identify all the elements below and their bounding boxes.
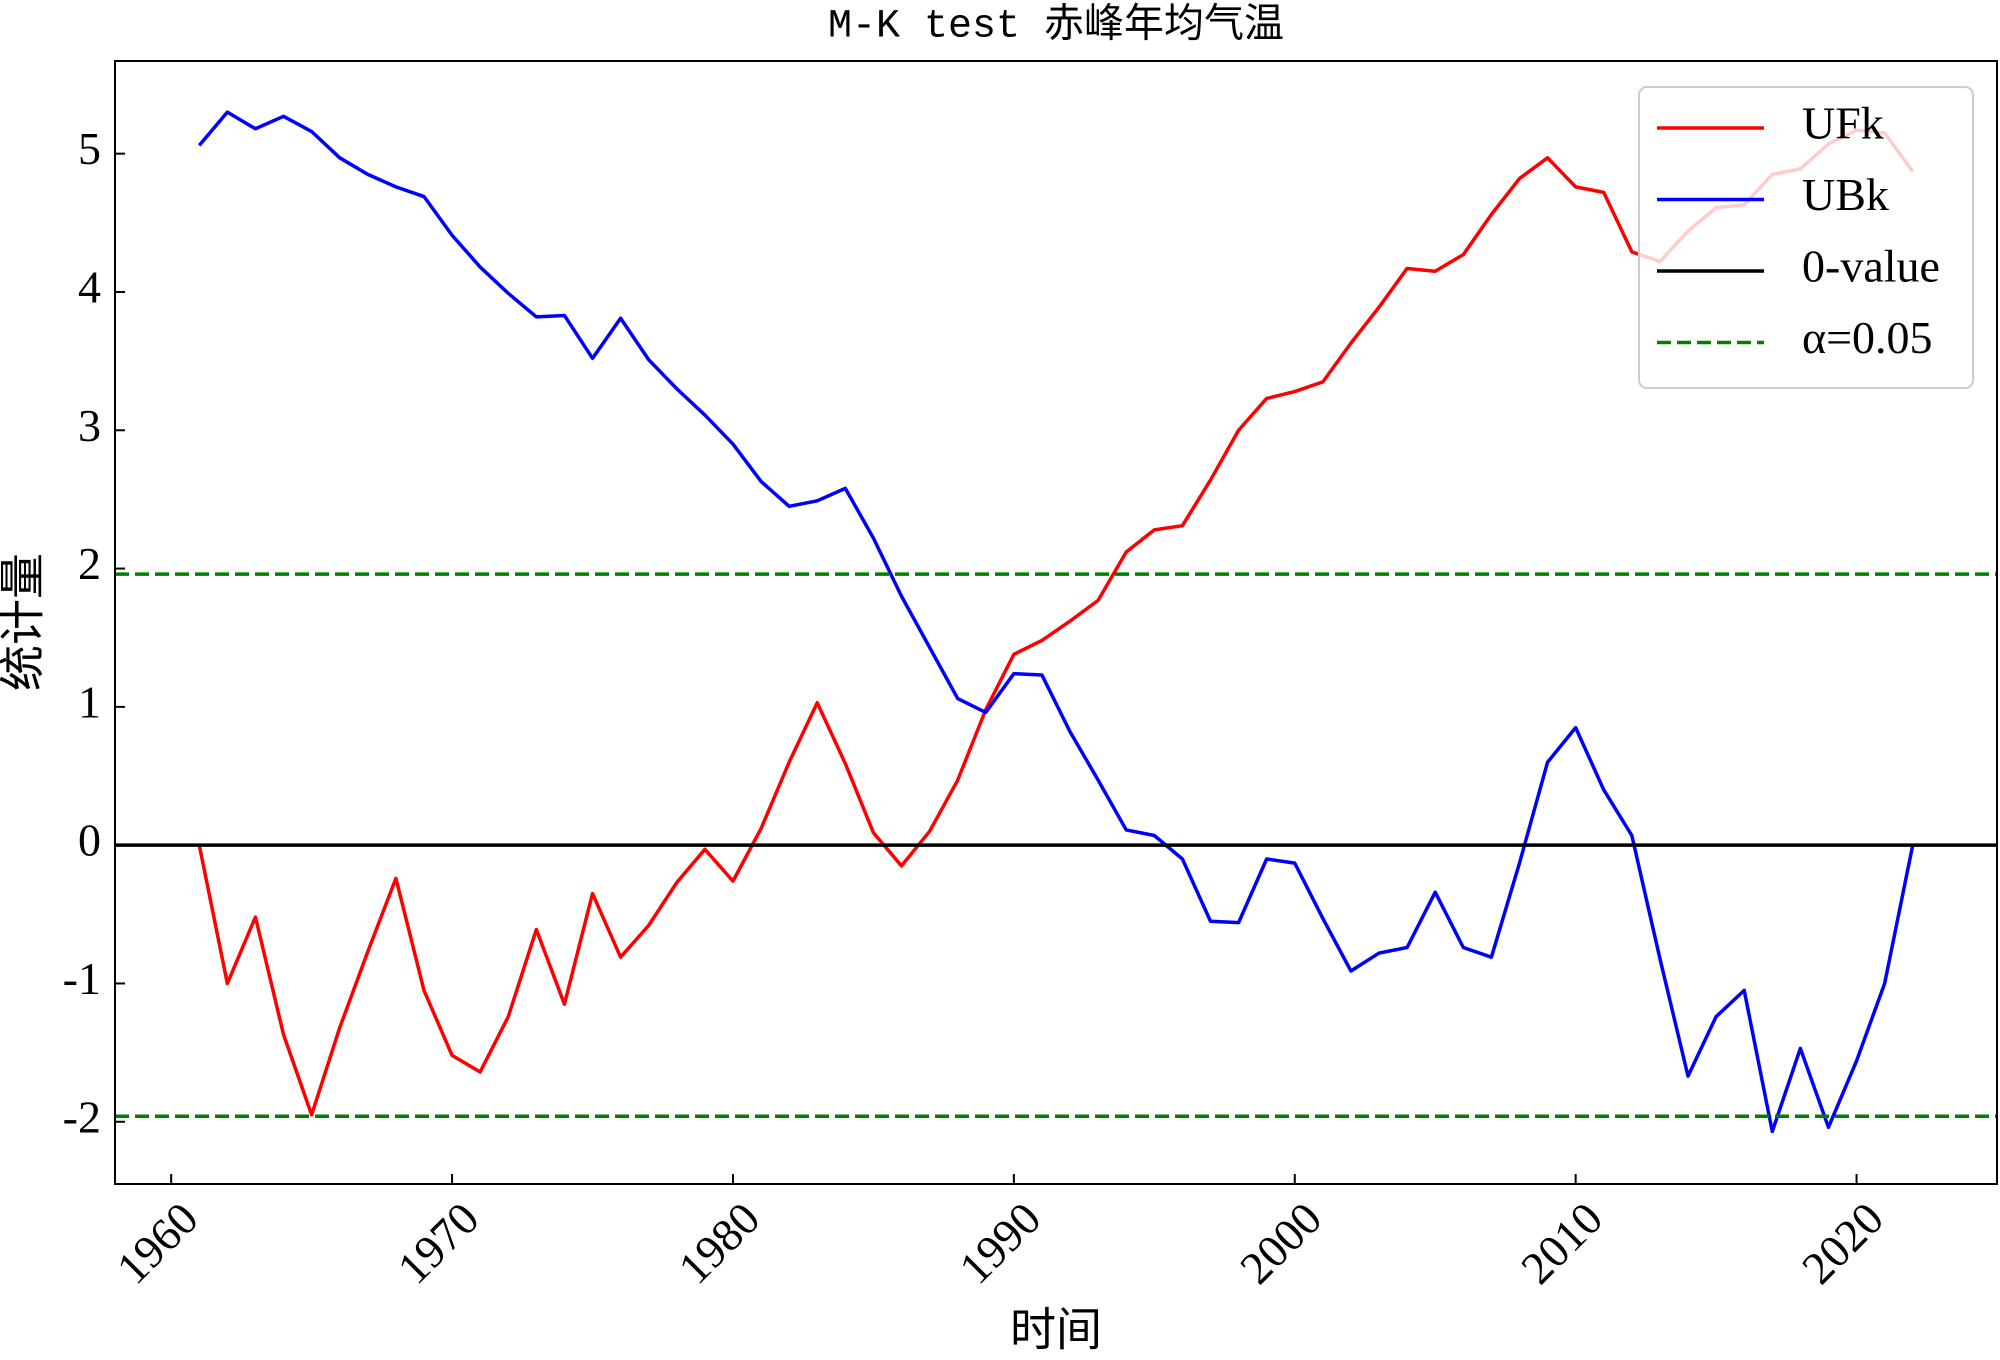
- x-tick-label: 1990: [949, 1192, 1050, 1293]
- series-line: [197, 128, 1915, 1117]
- legend-box: [1638, 86, 1974, 389]
- y-axis-label: 统计量: [0, 553, 49, 691]
- y-tick-label: -2: [63, 1091, 101, 1142]
- series-line: [197, 110, 1915, 1134]
- x-tick-label: 1970: [387, 1192, 488, 1293]
- legend-label: UBk: [1802, 169, 1889, 220]
- legend-label: 0-value: [1802, 241, 1940, 292]
- x-tick-label: 2020: [1792, 1192, 1893, 1293]
- plot-area: [115, 110, 1997, 1134]
- legend: UFk UBk 0-value α=0.05: [1638, 86, 1974, 389]
- x-tick-label: 2000: [1230, 1192, 1331, 1293]
- y-tick-label: 4: [78, 262, 101, 313]
- y-tick-label: 5: [78, 123, 101, 174]
- y-tick-label: 3: [78, 400, 101, 451]
- x-tick-label: 1980: [668, 1192, 769, 1293]
- chart-title: M-K test 赤峰年均气温: [828, 2, 1284, 50]
- x-axis-label: 时间: [1010, 1305, 1102, 1356]
- y-tick-label: 0: [78, 815, 101, 866]
- axes-frame: [114, 60, 1998, 1185]
- legend-label: UFk: [1802, 98, 1884, 149]
- y-tick-label: 2: [78, 538, 101, 589]
- y-tick-label: -1: [63, 953, 101, 1004]
- x-tick-label: 1960: [107, 1192, 208, 1293]
- x-tick-label: 2010: [1511, 1192, 1612, 1293]
- y-tick-label: 1: [78, 676, 101, 727]
- legend-label: α=0.05: [1802, 312, 1933, 363]
